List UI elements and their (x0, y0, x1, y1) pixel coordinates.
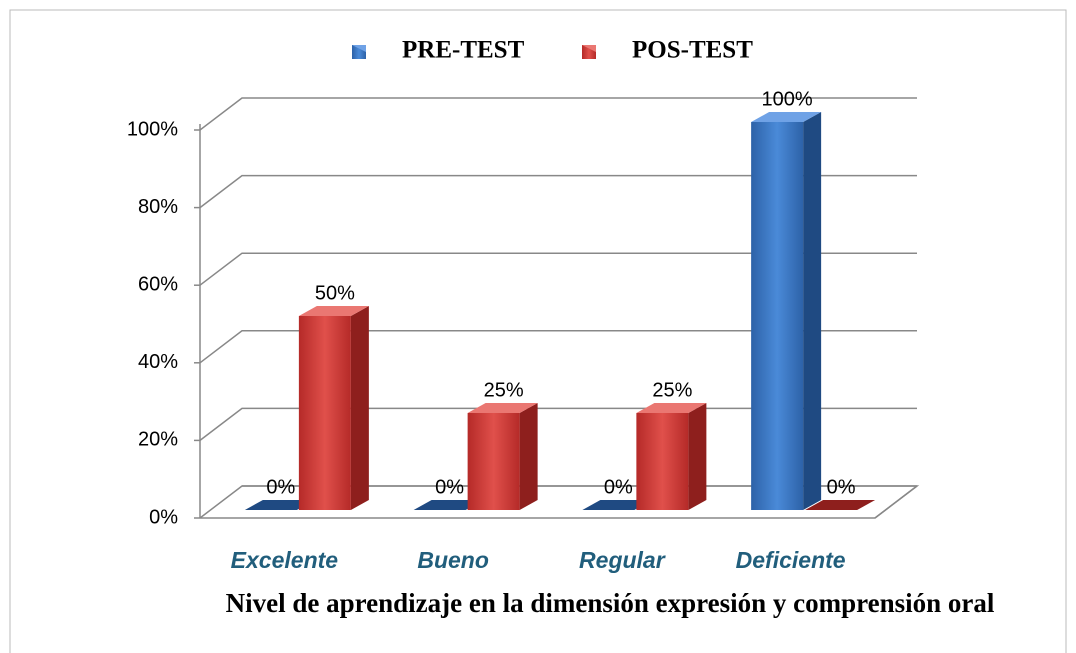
bar-side (350, 306, 369, 510)
y-tick-label: 80% (138, 196, 178, 218)
bar-top (582, 500, 653, 510)
x-tick-label: Bueno (417, 547, 489, 573)
legend-swatch-top (582, 45, 596, 52)
x-tick-label: Deficiente (736, 547, 846, 573)
grid-line (199, 330, 917, 364)
frame (9, 9, 1067, 653)
y-tick-label: 60% (138, 273, 178, 295)
legend-swatch-top (352, 45, 366, 52)
bar (751, 122, 804, 510)
x-axis-title: Nivel de aprendizaje en la dimensión exp… (225, 588, 995, 618)
bar-top (467, 403, 538, 413)
value-label: 100% (762, 88, 813, 110)
bar-top (636, 403, 707, 413)
bar-top (751, 112, 822, 122)
value-label: 0% (435, 476, 464, 498)
bar (467, 413, 520, 510)
bar-side (688, 403, 707, 510)
bar (636, 413, 689, 510)
x-tick-label: Excelente (231, 547, 339, 573)
x-tick-label: Regular (579, 547, 666, 573)
grid-line (199, 252, 917, 286)
value-label: 50% (315, 282, 355, 304)
grid-line (199, 97, 917, 131)
y-tick-label: 100% (127, 118, 178, 140)
bar-side (519, 403, 538, 510)
value-label: 0% (604, 476, 633, 498)
bar-top (298, 306, 369, 316)
bar-top (244, 500, 315, 510)
bar-top (805, 500, 876, 510)
value-label: 0% (827, 476, 856, 498)
floor-edge (874, 485, 918, 519)
y-tick-label: 20% (138, 429, 178, 451)
grid-line (199, 174, 917, 209)
y-tick-label: 40% (138, 351, 178, 373)
value-label: 0% (266, 476, 295, 498)
bar-top (413, 500, 484, 510)
legend-label: PRE-TEST (402, 37, 525, 64)
legend-label: POS-TEST (632, 37, 753, 64)
bar (298, 316, 351, 510)
y-tick-label: 0% (149, 506, 178, 528)
value-label: 25% (484, 379, 524, 401)
bar-side (803, 112, 822, 510)
value-label: 25% (652, 379, 692, 401)
